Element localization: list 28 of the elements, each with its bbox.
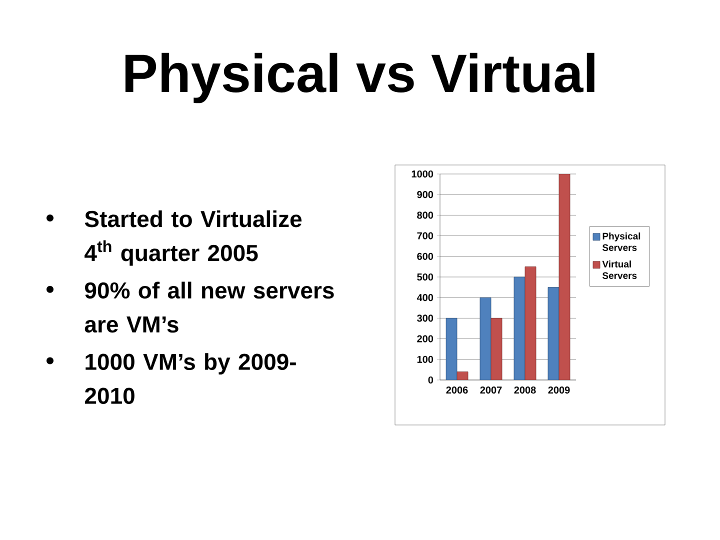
x-tick-label: 2007 — [480, 386, 502, 394]
y-tick-label: 1000 — [412, 170, 434, 178]
y-tick-label: 900 — [417, 191, 434, 198]
x-tick-label: 2008 — [514, 386, 536, 394]
text: 1000 VM’s by 2009-2010 — [85, 353, 296, 404]
x-tick-label: 2006 — [446, 386, 468, 394]
y-tick-label: 0 — [428, 376, 434, 384]
bar — [514, 276, 526, 380]
legend-label: Physical Servers — [602, 232, 640, 251]
bar — [548, 287, 560, 380]
y-tick-label: 600 — [417, 252, 434, 260]
y-tick-label: 500 — [417, 273, 434, 281]
y-tick-label: 100 — [417, 356, 434, 363]
y-tick-label: 800 — [417, 212, 434, 219]
y-tick-label: 200 — [417, 335, 434, 342]
bar — [490, 318, 502, 380]
y-tick-label: 400 — [416, 294, 434, 302]
legend-label: Virtual Servers — [602, 260, 637, 279]
bar — [524, 266, 536, 380]
bar — [480, 297, 492, 380]
text: 90% of all new servers are VM’s — [84, 282, 334, 333]
bar — [558, 174, 570, 380]
bar — [446, 318, 458, 380]
x-tick-label: 2009 — [548, 386, 570, 394]
chart-title: Physical vs Virtual — [125, 52, 594, 104]
text: Started to Virtualize 4$^{th}$ quarter 2005 — [84, 210, 302, 266]
y-tick-label: 300 — [417, 314, 434, 322]
y-tick-label: 700 — [417, 232, 434, 240]
